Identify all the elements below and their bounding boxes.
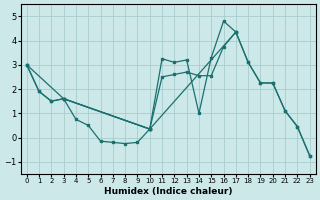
X-axis label: Humidex (Indice chaleur): Humidex (Indice chaleur) xyxy=(104,187,232,196)
